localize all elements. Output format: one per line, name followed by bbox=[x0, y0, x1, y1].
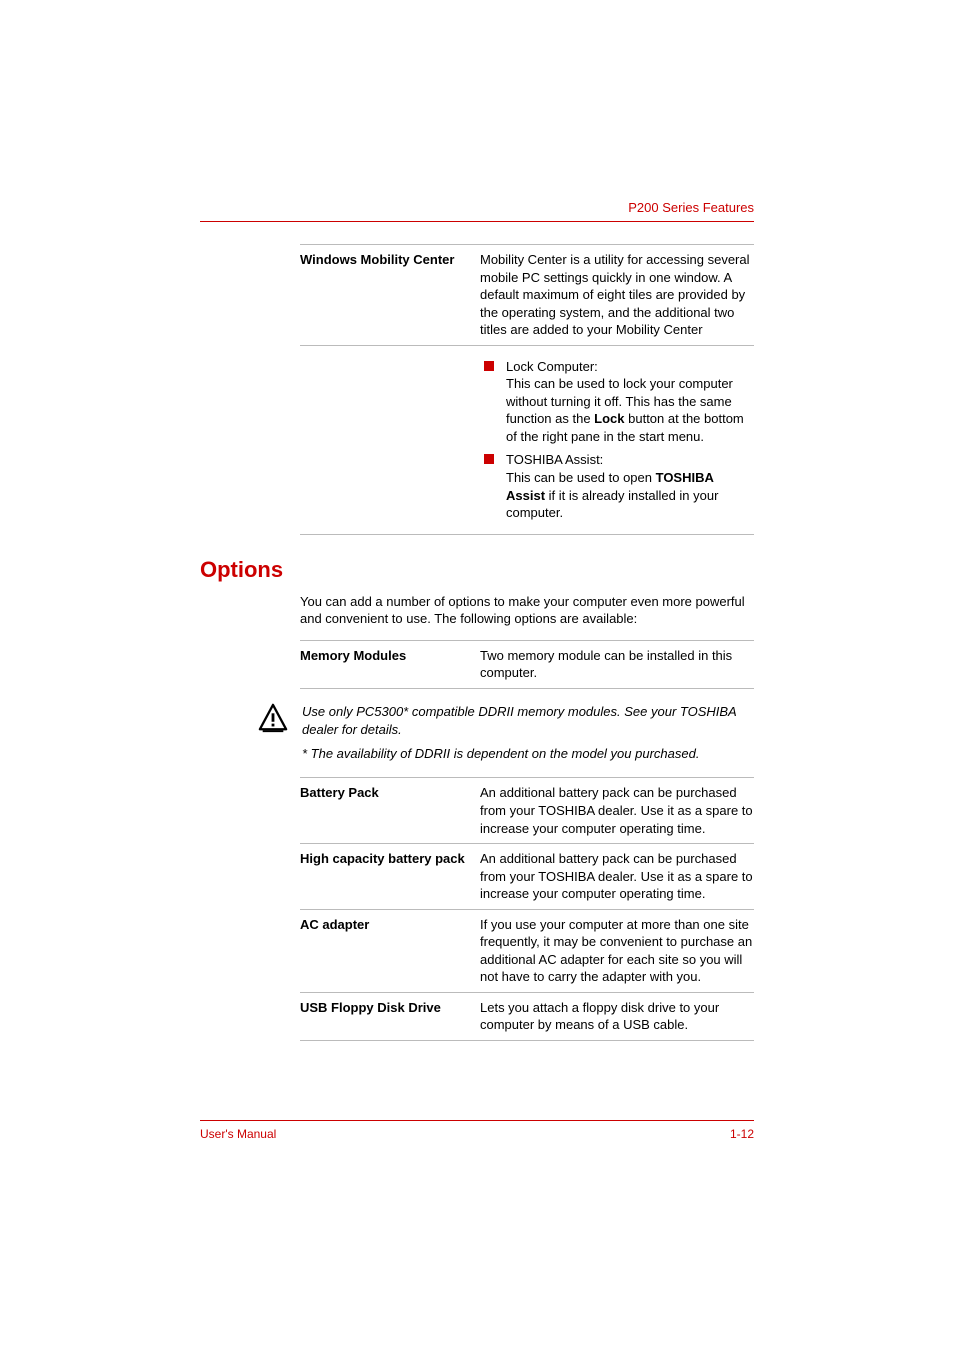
list-item: TOSHIBA Assist: This can be used to open… bbox=[480, 451, 754, 521]
table-row: Lock Computer: This can be used to lock … bbox=[300, 345, 754, 534]
warning-icon bbox=[258, 703, 288, 764]
item-title: Lock Computer: bbox=[506, 359, 598, 374]
row-desc: Two memory module can be installed in th… bbox=[480, 640, 754, 688]
options-table: Battery Pack An additional battery pack … bbox=[300, 777, 754, 1041]
row-desc: Mobility Center is a utility for accessi… bbox=[480, 245, 754, 346]
caution-block: Use only PC5300* compatible DDRII memory… bbox=[258, 703, 754, 764]
item-body-pre: This can be used to open bbox=[506, 470, 656, 485]
caution-star-line: * The availability of DDRII is dependent… bbox=[302, 745, 754, 763]
table-row: USB Floppy Disk Drive Lets you attach a … bbox=[300, 992, 754, 1040]
table-row: Battery Pack An additional battery pack … bbox=[300, 778, 754, 844]
header-rule bbox=[200, 221, 754, 222]
item-title: TOSHIBA Assist: bbox=[506, 452, 603, 467]
section-intro: You can add a number of options to make … bbox=[300, 593, 754, 628]
table-row: Memory Modules Two memory module can be … bbox=[300, 640, 754, 688]
content-area: Windows Mobility Center Mobility Center … bbox=[300, 244, 754, 1041]
row-desc: An additional battery pack can be purcha… bbox=[480, 778, 754, 844]
row-list-cell: Lock Computer: This can be used to lock … bbox=[480, 345, 754, 534]
table-row: Windows Mobility Center Mobility Center … bbox=[300, 245, 754, 346]
row-desc: Lets you attach a floppy disk drive to y… bbox=[480, 992, 754, 1040]
list-item: Lock Computer: This can be used to lock … bbox=[480, 358, 754, 446]
row-label: AC adapter bbox=[300, 909, 480, 992]
footer-row: User's Manual 1-12 bbox=[200, 1127, 754, 1141]
page-header: P200 Series Features bbox=[200, 200, 754, 222]
row-label: Battery Pack bbox=[300, 778, 480, 844]
row-label-empty bbox=[300, 345, 480, 534]
mobility-table: Windows Mobility Center Mobility Center … bbox=[300, 244, 754, 535]
item-bold: Lock bbox=[594, 411, 624, 426]
table-row: AC adapter If you use your computer at m… bbox=[300, 909, 754, 992]
bullet-list: Lock Computer: This can be used to lock … bbox=[480, 358, 754, 522]
row-label: High capacity battery pack bbox=[300, 844, 480, 910]
footer-left: User's Manual bbox=[200, 1127, 276, 1141]
page-footer: User's Manual 1-12 bbox=[200, 1120, 754, 1141]
header-title: P200 Series Features bbox=[200, 200, 754, 215]
row-desc: If you use your computer at more than on… bbox=[480, 909, 754, 992]
table-row: High capacity battery pack An additional… bbox=[300, 844, 754, 910]
row-label: USB Floppy Disk Drive bbox=[300, 992, 480, 1040]
footer-right: 1-12 bbox=[730, 1127, 754, 1141]
row-desc: An additional battery pack can be purcha… bbox=[480, 844, 754, 910]
page: P200 Series Features Windows Mobility Ce… bbox=[0, 0, 954, 1351]
caution-line1: Use only PC5300* compatible DDRII memory… bbox=[302, 703, 754, 739]
memory-table: Memory Modules Two memory module can be … bbox=[300, 640, 754, 689]
section-heading: Options bbox=[200, 557, 754, 583]
row-label: Windows Mobility Center bbox=[300, 245, 480, 346]
caution-text: Use only PC5300* compatible DDRII memory… bbox=[302, 703, 754, 764]
footer-rule bbox=[200, 1120, 754, 1121]
row-label: Memory Modules bbox=[300, 640, 480, 688]
